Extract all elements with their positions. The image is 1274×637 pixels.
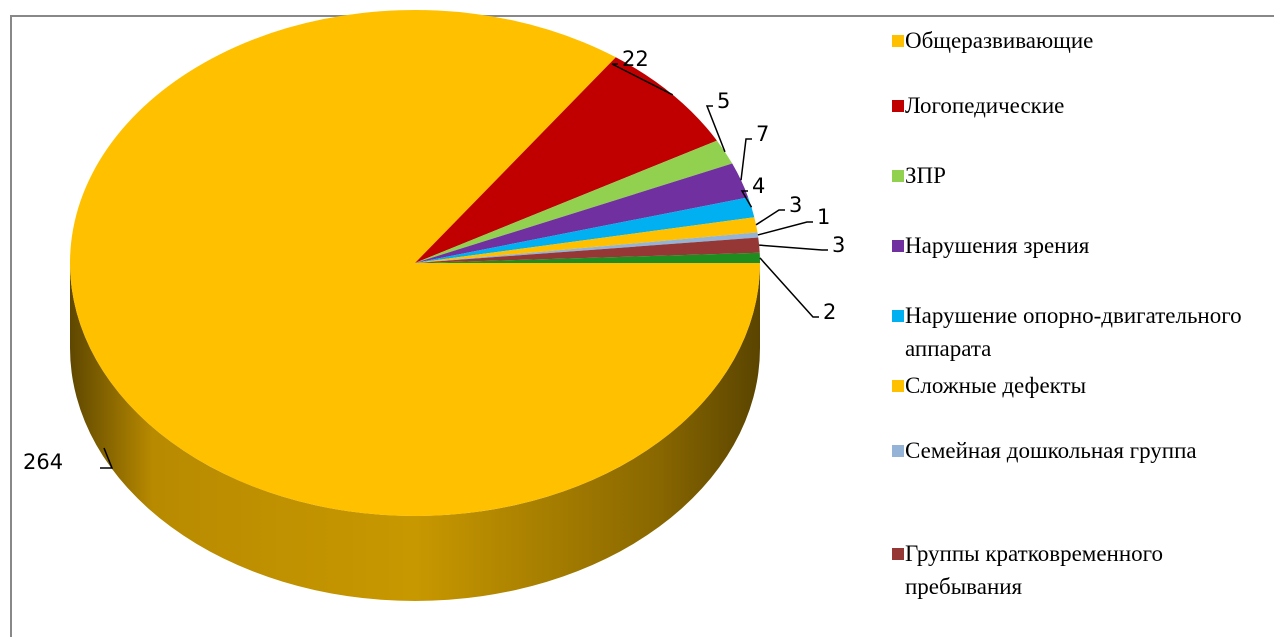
leader-line <box>740 138 752 181</box>
leader-line <box>611 63 674 96</box>
leader-line <box>755 209 785 226</box>
leader-line <box>757 221 813 236</box>
pie-side <box>70 263 760 601</box>
legend-swatch <box>892 548 904 560</box>
data-label: 264 <box>23 450 63 474</box>
leader-line <box>759 257 819 318</box>
legend-swatch <box>892 100 904 112</box>
pie-slice <box>415 252 760 263</box>
pie-slice <box>415 140 733 263</box>
legend-swatch <box>892 310 904 322</box>
legend-swatch <box>892 240 904 252</box>
legend-label: Семейная дошкольная группа <box>905 438 1197 463</box>
leader-line <box>759 244 828 251</box>
legend-swatch <box>892 380 904 392</box>
data-label: 4 <box>752 174 765 198</box>
data-label: 22 <box>622 47 649 71</box>
pie-slice <box>415 237 760 263</box>
data-label: 3 <box>832 233 845 257</box>
data-label: 3 <box>789 193 802 217</box>
pie-slice <box>415 163 749 263</box>
pie-slice <box>415 217 758 263</box>
pie-slice <box>70 10 761 517</box>
legend-label: Нарушение опорно-двигательного аппарата <box>905 303 1242 361</box>
pie-slice <box>415 57 717 264</box>
legend-swatch <box>892 35 904 47</box>
leader-line <box>100 447 114 469</box>
chart-frame <box>10 15 1274 637</box>
legend-label: Общеразвивающие <box>905 28 1094 53</box>
legend-swatch <box>892 170 904 182</box>
data-label: 7 <box>756 122 769 146</box>
data-label: 5 <box>717 89 730 113</box>
data-label: 2 <box>823 300 836 324</box>
legend-swatch <box>892 445 904 457</box>
legend-label: Сложные дефекты <box>905 373 1087 398</box>
legend-label: Нарушения зрения <box>905 233 1090 258</box>
pie-slice <box>415 232 759 263</box>
legend-label: ЗПР <box>905 163 946 188</box>
leader-line <box>705 105 726 153</box>
leader-line <box>740 190 753 208</box>
data-label: 1 <box>817 205 830 229</box>
pie-slice <box>415 197 755 263</box>
legend-label: Логопедические <box>905 93 1065 118</box>
legend-label: Группы кратковременного пребывания <box>905 541 1164 599</box>
